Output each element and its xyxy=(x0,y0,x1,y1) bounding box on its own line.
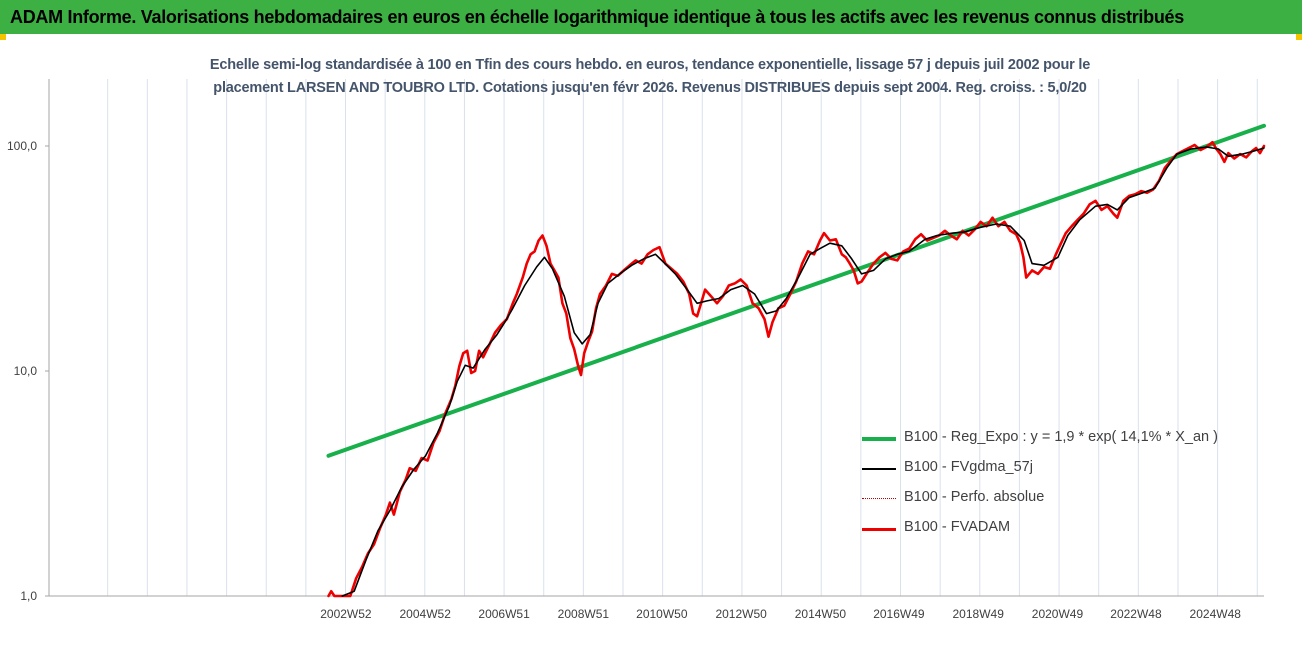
x-tick-label: 2012W50 xyxy=(715,607,767,621)
banner-corner-left xyxy=(0,34,6,40)
y-axis-ticks: 1,0 10,0 100,0 xyxy=(7,139,49,603)
x-tick-label: 2016W49 xyxy=(873,607,925,621)
legend-label-perf: B100 - Perfo. absolue xyxy=(904,489,1045,505)
x-tick-label: 2008W51 xyxy=(558,607,610,621)
report-banner: ADAM Informe. Valorisations hebdomadaire… xyxy=(0,0,1302,34)
series-line-regression xyxy=(326,123,1266,458)
series-line-fvadam xyxy=(327,140,1266,598)
chart-subtitle: Echelle semi-log standardisée à 100 en T… xyxy=(150,54,1150,100)
x-tick-label: 2006W51 xyxy=(478,607,530,621)
y-tick-label: 100,0 xyxy=(7,139,37,153)
x-tick-label: 2014W50 xyxy=(795,607,847,621)
legend-item-regression: B100 - Reg_Expo : y = 1,9 * exp( 14,1% *… xyxy=(862,426,1282,456)
x-tick-label: 2002W52 xyxy=(320,607,372,621)
legend-item-fvadam: B100 - FVADAM xyxy=(862,516,1282,546)
legend-label-regression: B100 - Reg_Expo : y = 1,9 * exp( 14,1% *… xyxy=(904,429,1218,445)
legend-label-fvadam: B100 - FVADAM xyxy=(904,519,1011,535)
legend-swatch-smooth xyxy=(862,468,896,470)
x-tick-label: 2004W52 xyxy=(400,607,452,621)
y-tick-label: 10,0 xyxy=(14,364,38,378)
series-layer xyxy=(326,123,1266,598)
banner-corner-right xyxy=(1296,34,1302,40)
chart-subtitle-line-1: Echelle semi-log standardisée à 100 en T… xyxy=(209,57,1091,73)
chart-area: Echelle semi-log standardisée à 100 en T… xyxy=(0,34,1302,647)
legend-item-perf: B100 - Perfo. absolue xyxy=(862,486,1282,516)
legend-swatch-regression xyxy=(862,437,896,441)
x-tick-label: 2022W48 xyxy=(1110,607,1162,621)
legend-item-smooth: B100 - FVgdma_57j xyxy=(862,456,1282,486)
x-tick-label: 2010W50 xyxy=(636,607,688,621)
x-tick-label: 2024W48 xyxy=(1190,607,1242,621)
vertical-grid xyxy=(107,79,1258,596)
x-tick-label: 2018W49 xyxy=(953,607,1005,621)
y-tick-label: 1,0 xyxy=(20,589,37,603)
legend: B100 - Reg_Expo : y = 1,9 * exp( 14,1% *… xyxy=(862,426,1282,546)
series-line-smooth xyxy=(341,146,1265,597)
x-axis-ticks: 2002W52 2004W52 2006W51 2008W51 2010W50 2012W… xyxy=(320,607,1241,621)
legend-swatch-fvadam xyxy=(862,528,896,531)
legend-swatch-perf xyxy=(862,498,896,499)
chart-subtitle-line-2: placement LARSEN AND TOUBRO LTD. Cotatio… xyxy=(213,80,1087,96)
x-tick-label: 2020W49 xyxy=(1032,607,1084,621)
legend-label-smooth: B100 - FVgdma_57j xyxy=(904,459,1033,475)
plot-svg: 1,0 10,0 100,0 2002W52 2004W52 2006W51 2008W5… xyxy=(7,79,1266,621)
